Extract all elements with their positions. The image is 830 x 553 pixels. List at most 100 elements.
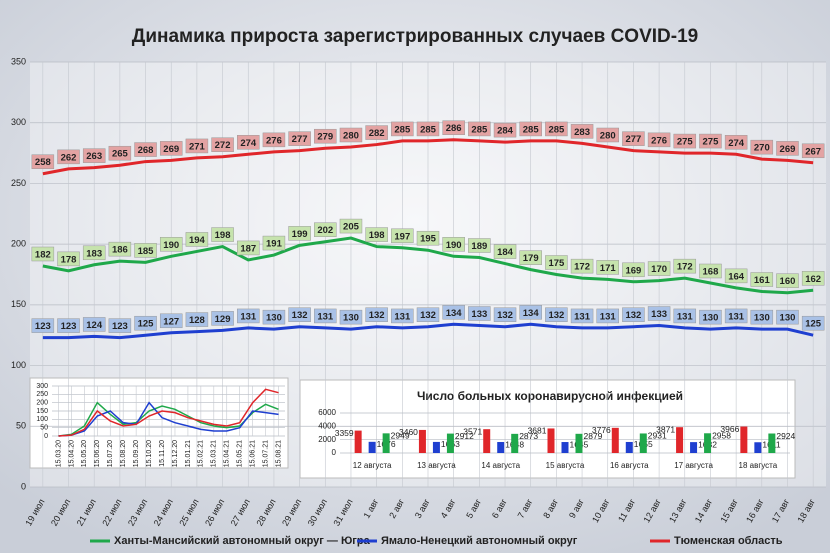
data-label: 263 (86, 151, 102, 162)
data-label-box (570, 124, 594, 139)
data-label-box (314, 308, 337, 324)
data-label: 265 (112, 149, 129, 160)
x-tick-label: 15.08.20 (120, 440, 127, 467)
data-label-box (673, 308, 697, 324)
data-label-box (416, 230, 440, 246)
data-label: 125 (138, 319, 155, 330)
data-label: 271 (189, 141, 206, 152)
data-label: 286 (446, 123, 462, 134)
data-label-box (622, 131, 645, 146)
data-label: 268 (138, 145, 154, 156)
data-label: 184 (497, 247, 514, 258)
y-tick-label: 100 (11, 360, 26, 370)
x-tick-label: 15.07.21 (262, 440, 269, 467)
data-label: 133 (651, 309, 667, 320)
bar (483, 429, 491, 453)
data-label-box (801, 143, 825, 159)
data-label-box (570, 258, 594, 274)
data-label: 170 (651, 264, 667, 275)
data-label-box (750, 309, 774, 325)
data-label: 131 (317, 311, 334, 322)
data-label: 132 (548, 310, 564, 321)
data-label: 179 (523, 253, 539, 264)
data-label-box (647, 132, 671, 148)
data-label-box (776, 141, 799, 156)
data-label: 123 (61, 321, 77, 332)
y-tick-label: 0 (332, 448, 337, 457)
data-label-box (134, 315, 157, 331)
x-tick-label: 15.06.20 (94, 440, 101, 467)
data-label-box (185, 138, 209, 154)
data-label: 183 (86, 248, 102, 259)
data-label-box (596, 260, 619, 275)
data-label: 125 (805, 319, 822, 330)
bar (511, 433, 519, 453)
data-label-box (750, 272, 774, 287)
data-label-box (262, 309, 286, 325)
data-label: 198 (215, 230, 231, 241)
data-label: 134 (446, 308, 463, 319)
data-label: 191 (266, 239, 283, 250)
data-label: 275 (677, 137, 694, 148)
data-label-box (493, 122, 517, 138)
data-label: 130 (266, 313, 282, 324)
data-label: 285 (471, 124, 488, 135)
data-label: 172 (677, 262, 693, 273)
data-label: 277 (625, 134, 641, 145)
data-label: 280 (600, 131, 616, 142)
data-label-box (750, 139, 774, 155)
data-label: 132 (625, 310, 641, 321)
x-tick-label: 15.06.21 (249, 440, 256, 467)
data-label-box (468, 238, 491, 253)
data-label-box (159, 237, 183, 252)
data-label: 285 (523, 124, 540, 135)
y-tick-label: 200 (11, 239, 26, 249)
data-label-box (314, 222, 337, 237)
data-label: 274 (240, 138, 257, 149)
bar (382, 433, 390, 453)
inset-line-panel (29, 377, 289, 469)
data-label-box (673, 133, 697, 149)
data-label-box (801, 315, 825, 331)
data-label-box (468, 306, 491, 321)
series-line (58, 401, 279, 437)
x-tick-label: 12 августа (353, 461, 392, 470)
data-label-box (519, 250, 542, 265)
data-label-box (596, 308, 619, 324)
data-label-box (545, 121, 568, 137)
data-label: 130 (754, 313, 770, 324)
bar (446, 433, 454, 453)
data-label: 130 (703, 313, 719, 324)
data-label-box (776, 273, 799, 288)
bar (625, 441, 633, 453)
bar (432, 441, 440, 453)
data-label-box (57, 149, 80, 165)
data-label: 198 (369, 230, 385, 241)
data-label: 161 (754, 275, 771, 286)
data-label: 277 (292, 134, 308, 145)
legend-label: Ханты-Мансийский автономный округ — Югра (114, 535, 371, 547)
data-label: 267 (805, 146, 821, 157)
data-label-box (391, 308, 414, 324)
data-label: 123 (112, 321, 128, 332)
data-label-box (108, 145, 132, 161)
data-label-box (211, 137, 234, 152)
data-label-box (82, 245, 106, 261)
series-line (42, 322, 814, 340)
data-label: 3776 (592, 425, 611, 435)
data-label-box (134, 243, 157, 258)
data-label: 186 (112, 245, 128, 256)
data-label: 130 (780, 313, 796, 324)
data-label: 270 (754, 143, 770, 154)
data-label: 285 (394, 124, 411, 135)
data-label: 3571 (463, 426, 482, 436)
data-label: 131 (677, 311, 694, 322)
data-label-box (262, 235, 286, 251)
data-label: 269 (163, 144, 179, 155)
data-label-box (673, 258, 697, 274)
data-label-box (699, 263, 722, 279)
bar (354, 430, 362, 453)
bar (690, 442, 698, 453)
data-label-box (776, 309, 799, 325)
data-label: 3681 (528, 426, 547, 436)
